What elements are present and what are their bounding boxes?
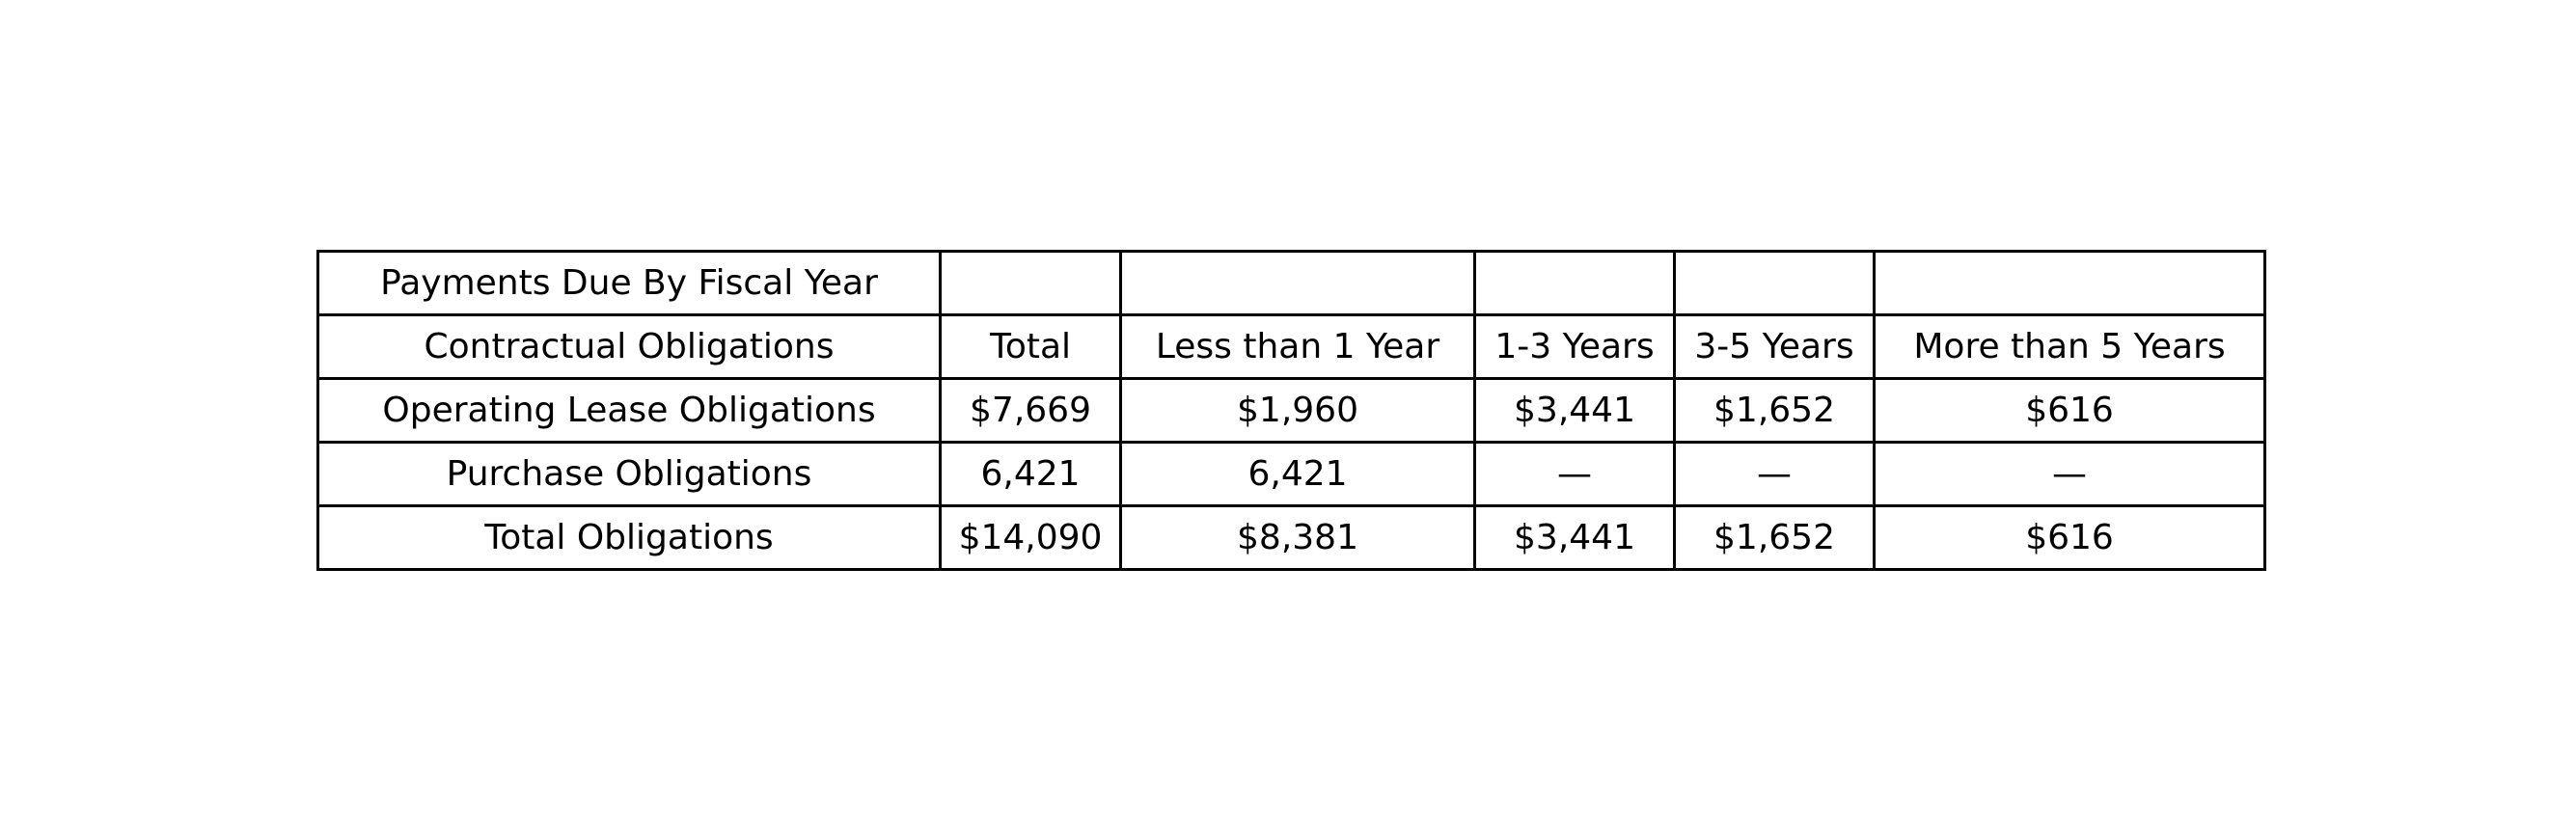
empty-cell: [1873, 250, 2266, 316]
table-cell: 6,421: [939, 441, 1122, 507]
caption-row: Payments Due By Fiscal Year: [316, 250, 2266, 316]
table-cell: $1,652: [1673, 377, 1876, 444]
obligations-table-container: Payments Due By Fiscal Year Contractual …: [316, 250, 2266, 571]
table-cell: $616: [1873, 377, 2266, 444]
column-header: More than 5 Years: [1873, 313, 2266, 380]
contractual-obligations-table: Payments Due By Fiscal Year Contractual …: [316, 250, 2266, 571]
table-cell: —: [1873, 441, 2266, 507]
table-cell: —: [1673, 441, 1876, 507]
table-cell: $3,441: [1473, 504, 1676, 571]
empty-cell: [1673, 250, 1876, 316]
caption-cell: Payments Due By Fiscal Year: [316, 250, 942, 316]
row-label: Operating Lease Obligations: [316, 377, 942, 444]
table-cell: —: [1473, 441, 1676, 507]
table-cell: $7,669: [939, 377, 1122, 444]
column-header: Less than 1 Year: [1119, 313, 1476, 380]
column-header: 1-3 Years: [1473, 313, 1676, 380]
table-cell: 6,421: [1119, 441, 1476, 507]
table-row: Operating Lease Obligations $7,669 $1,96…: [316, 377, 2266, 444]
table-row: Purchase Obligations 6,421 6,421 — — —: [316, 441, 2266, 507]
table-cell: $1,652: [1673, 504, 1876, 571]
table-cell: $616: [1873, 504, 2266, 571]
table-cell: $1,960: [1119, 377, 1476, 444]
row-label: Total Obligations: [316, 504, 942, 571]
header-row: Contractual Obligations Total Less than …: [316, 313, 2266, 380]
column-header: Contractual Obligations: [316, 313, 942, 380]
row-label: Purchase Obligations: [316, 441, 942, 507]
empty-cell: [1473, 250, 1676, 316]
empty-cell: [1119, 250, 1476, 316]
column-header: Total: [939, 313, 1122, 380]
table-cell: $8,381: [1119, 504, 1476, 571]
table-cell: $3,441: [1473, 377, 1676, 444]
column-header: 3-5 Years: [1673, 313, 1876, 380]
empty-cell: [939, 250, 1122, 316]
table-row: Total Obligations $14,090 $8,381 $3,441 …: [316, 504, 2266, 571]
table-cell: $14,090: [939, 504, 1122, 571]
